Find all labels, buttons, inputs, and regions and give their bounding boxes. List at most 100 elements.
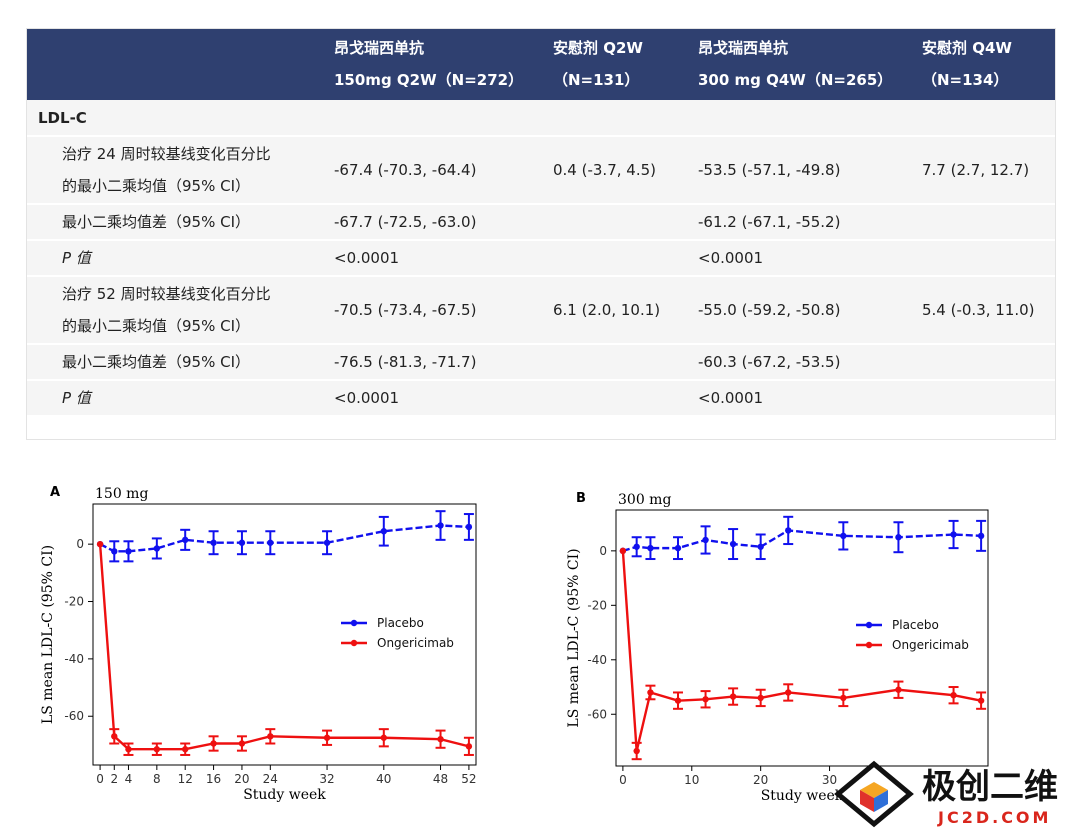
data-point [977,532,985,540]
data-point [647,689,654,696]
series-line [99,524,469,553]
data-point [182,746,189,753]
x-tick-label: 20 [753,773,768,787]
data-point [125,548,132,555]
x-tick-label: 12 [178,772,193,786]
series-placebo [619,515,987,561]
watermark-url: JC2D.COM [937,808,1051,827]
y-tick-label: -20 [64,595,84,609]
data-point [633,747,640,755]
x-axis-label: Study week [243,787,326,803]
y-tick-label: -40 [64,652,84,666]
data-point [729,540,737,548]
table-cell: -61.2 (-67.1, -55.2) [698,213,841,231]
section-row-ldl-c: LDL-C [26,100,1056,136]
legend-label: Placebo [377,616,424,630]
y-tick-label: -40 [587,653,607,667]
data-point [125,746,132,753]
data-point [757,543,764,550]
data-point [210,740,217,747]
table-row: 最小二乘均值差（95% CI） -67.7 (-72.5, -63.0) -61… [26,204,1056,240]
data-point [950,531,957,538]
row-label: 最小二乘均值差（95% CI） [62,353,251,371]
ldl-results-table: 昂戈瑞西单抗 150mg Q2W（N=272） 安慰剂 Q2W （N=131） … [26,28,1056,417]
data-point [702,696,709,703]
table-cell [545,344,690,380]
table-row: P 值 <0.0001 <0.0001 [26,380,1056,416]
data-point [96,540,104,548]
table-cell: -60.3 (-67.2, -53.5) [698,353,841,371]
table-row: 最小二乘均值差（95% CI） -76.5 (-81.3, -71.7) -60… [26,344,1056,380]
data-point [153,545,161,552]
data-point [111,548,118,555]
row-label: P 值 [62,249,91,267]
legend-swatch-marker [350,639,358,647]
table-cell: 7.7 (2.7, 12.7) [922,161,1030,179]
x-axis-label: Study week [761,788,844,804]
data-point [111,733,118,740]
plot-frame [92,503,477,766]
y-axis-label: LS mean LDL-C (95% CI) [40,545,56,724]
data-point [437,522,444,529]
data-point [465,523,473,531]
table-cell [545,380,690,416]
data-point [633,543,640,550]
watermark-cn: 极创二维 [922,767,1058,807]
data-point [267,539,274,546]
table-cell: -70.5 (-73.4, -67.5) [334,301,477,319]
data-point [267,733,274,740]
chart-title: 150 mg [95,486,148,502]
table-cell: <0.0001 [698,389,764,407]
table-cell: -76.5 (-81.3, -71.7) [334,353,477,371]
table-row: 治疗 52 周时较基线变化百分比 的最小二乘均值（95% CI） -70.5 (… [26,276,1056,344]
table-cell [914,240,1056,276]
data-point [674,697,682,704]
data-point [674,544,682,552]
row-label: 治疗 52 周时较基线变化百分比 的最小二乘均值（95% CI） [62,285,271,335]
x-tick-label: 52 [461,772,476,786]
table-cell [914,344,1056,380]
table-cell [545,204,690,240]
series-ongericimab [619,547,987,761]
x-tick-label: 48 [433,772,448,786]
table-cell: <0.0001 [698,249,764,267]
x-tick-label: 4 [125,772,133,786]
data-point [238,539,246,546]
data-point [977,697,985,704]
data-point [895,686,902,693]
table-cell: -53.5 (-57.1, -49.8) [698,161,841,179]
table-row: 治疗 24 周时较基线变化百分比 的最小二乘均值（95% CI） -67.4 (… [26,136,1056,204]
panel-letter: B [576,491,586,506]
data-point [840,694,847,702]
x-tick-label: 10 [684,773,699,787]
data-point [238,740,246,747]
data-point [840,532,847,540]
legend-label: Ongericimab [892,638,969,652]
table-cell [914,204,1056,240]
header-cell-ongericimab-150: 昂戈瑞西单抗 150mg Q2W（N=272） [334,39,524,89]
table-cell: <0.0001 [334,389,400,407]
data-point [950,691,957,699]
table-cell: -67.4 (-70.3, -64.4) [334,161,477,179]
table-cell: 0.4 (-3.7, 4.5) [553,161,656,179]
series-line [621,550,982,752]
table-cell [914,380,1056,416]
x-tick-label: 8 [153,772,161,786]
data-point [153,746,161,753]
series-placebo [96,510,474,563]
row-label: 最小二乘均值差（95% CI） [62,213,251,231]
legend-label: Placebo [892,618,939,632]
data-point [619,547,627,555]
data-point [182,536,189,544]
table-cell: 6.1 (2.0, 10.1) [553,301,661,319]
x-tick-label: 16 [206,772,221,786]
data-point [729,693,737,700]
y-axis-label: LS mean LDL-C (95% CI) [566,548,582,727]
x-tick-label: 0 [619,773,627,787]
x-tick-label: 24 [263,772,278,786]
plot-frame [615,509,989,767]
table-cell: -67.7 (-72.5, -63.0) [334,213,477,231]
data-point [647,544,654,552]
x-tick-label: 40 [376,772,391,786]
